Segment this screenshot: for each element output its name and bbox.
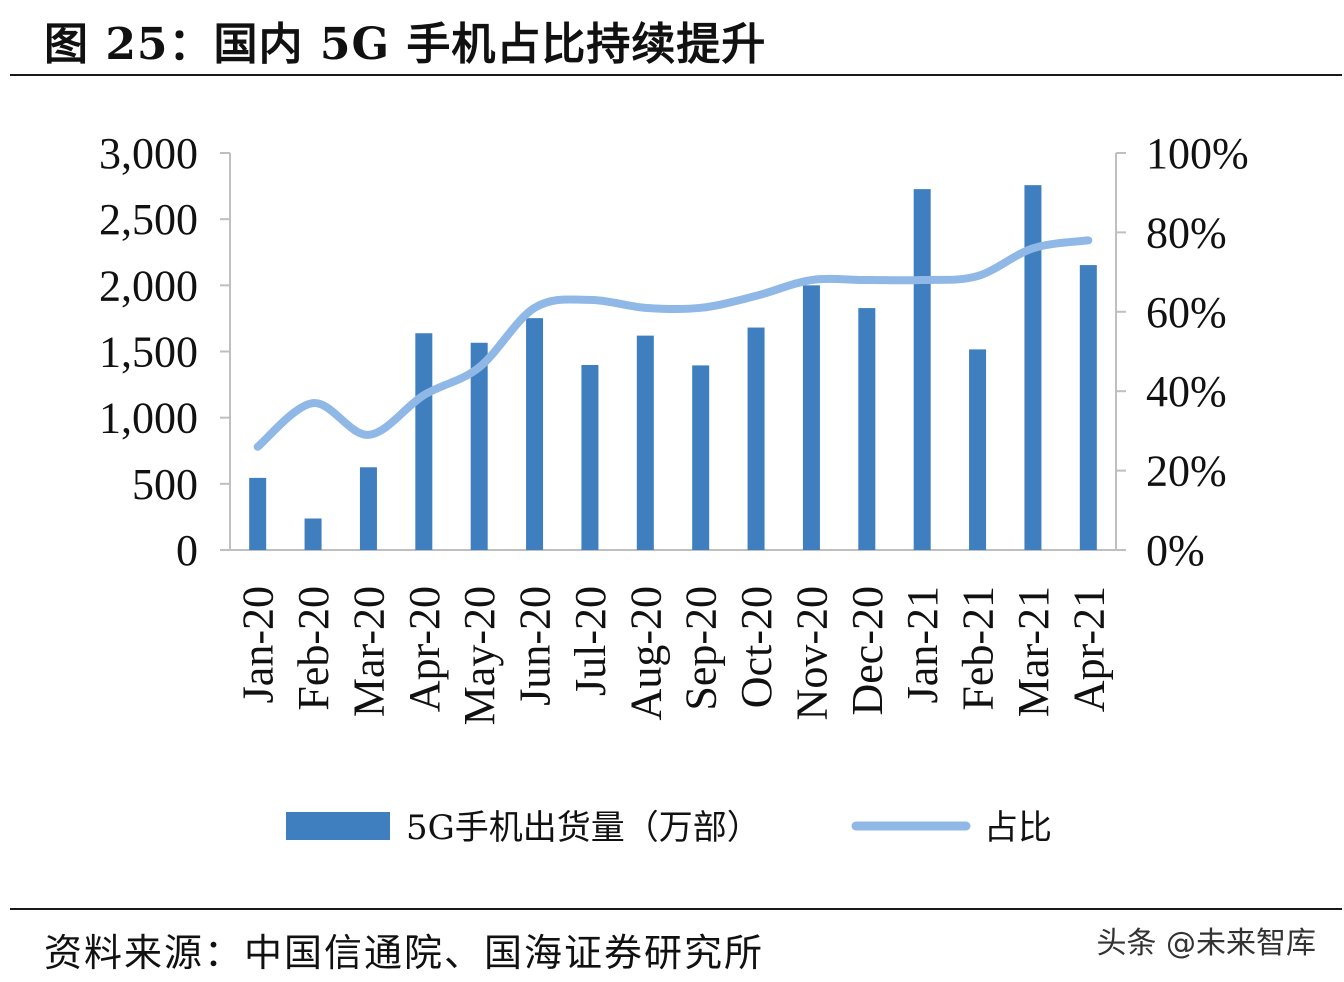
bar [415,333,433,550]
bar [969,349,987,550]
x-tick-label: May-20 [455,586,504,725]
bottom-rule [10,908,1342,910]
x-tick-label: Apr-21 [1064,586,1113,712]
left-tick-label: 500 [132,460,198,509]
left-tick-label: 1,500 [99,328,198,377]
legend-line-label: 占比 [984,808,1052,848]
bar [747,327,765,550]
line-series [253,236,1093,451]
right-tick-label: 40% [1146,367,1227,416]
top-rule [10,74,1342,76]
x-tick-label: Aug-20 [621,586,670,720]
right-tick-label: 0% [1146,526,1205,575]
left-tick-label: 2,500 [99,195,198,244]
x-tick-label: Jan-20 [234,586,283,703]
bar [304,518,322,550]
x-tick-label: Feb-20 [289,586,338,711]
x-tick-label: Nov-20 [787,586,836,720]
bar [802,285,820,550]
bar-series [249,185,1097,551]
bar [470,342,488,550]
bar [1079,265,1097,550]
legend-bar-label: 5G手机出货量（万部） [406,808,761,848]
bar [858,308,876,550]
x-tick-label: Dec-20 [843,586,892,716]
bar [581,364,599,550]
left-tick-label: 0 [176,526,198,575]
legend: 5G手机出货量（万部） 占比 [286,808,1052,848]
left-tick-label: 2,000 [99,261,198,310]
bar [359,467,377,550]
x-tick-label: Apr-20 [400,586,449,712]
right-tick-label: 80% [1146,208,1227,257]
bar [636,335,654,550]
bar [526,318,544,550]
bar [1024,185,1042,551]
x-tick-label: Feb-21 [954,586,1003,711]
line-path [253,236,1093,451]
left-tick-label: 1,000 [99,394,198,443]
x-tick-label: Jun-20 [511,586,560,706]
x-tick-label: Sep-20 [677,586,726,711]
x-axis-ticks: Jan-20 Feb-20 Mar-20 Apr-20 May-20 Jun-20 Jul-… [234,586,1114,725]
legend-bar-swatch [286,812,390,840]
x-tick-label: Jul-20 [566,586,615,696]
left-tick-label: 3,000 [99,129,198,178]
bar [692,365,710,550]
x-tick-label: Jan-21 [898,586,947,703]
source-note: 资料来源：中国信通院、国海证券研究所 [44,931,765,975]
figure-title: 图 25：国内 5G 手机占比持续提升 [44,19,767,70]
watermark: 头条 @未来智库 [1096,926,1316,961]
x-tick-label: Mar-20 [344,586,393,717]
x-tick-label: Mar-21 [1009,586,1058,717]
bar [249,477,267,550]
right-tick-label: 100% [1146,129,1249,178]
right-tick-label: 60% [1146,288,1227,337]
bar [913,189,931,550]
right-tick-label: 20% [1146,447,1227,496]
left-axis-ticks: 0 500 1,000 1,500 2,000 2,500 3,000 [99,129,230,575]
right-axis-ticks: 0% 20% 40% 60% 80% 100% [1116,129,1249,575]
x-tick-label: Oct-20 [732,586,781,708]
chart: 0 500 1,000 1,500 2,000 2,500 3,000 0% 20% 40% 60… [99,129,1249,848]
